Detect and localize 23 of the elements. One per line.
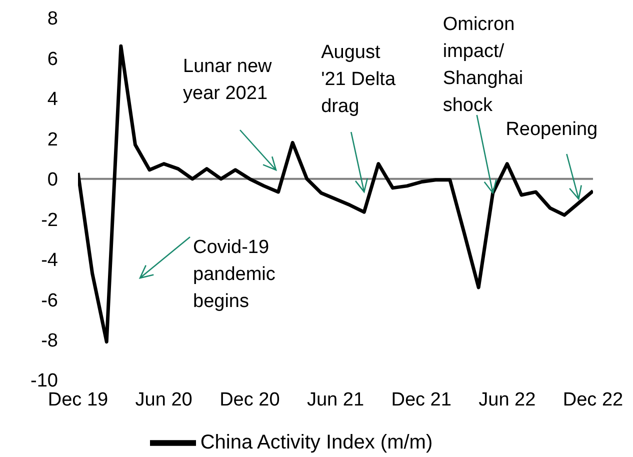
y-tick-label: -4 — [41, 250, 58, 272]
x-tick-label: Jun 20 — [135, 389, 192, 410]
annotation: Omicron impact/ Shanghai shock — [442, 14, 524, 116]
y-tick-label: 6 — [47, 48, 58, 70]
legend-label: China Activity Index (m/m) — [200, 431, 433, 454]
x-tick-label: Jun 22 — [478, 389, 536, 410]
y-tick-label: 8 — [47, 8, 58, 30]
y-tick-label: 2 — [47, 129, 58, 150]
x-tick-label: Jun 21 — [306, 389, 364, 410]
annotation: August '21 Delta drag — [321, 42, 396, 117]
x-tick-label: Dec 21 — [391, 389, 452, 410]
x-tick-label: Dec 19 — [48, 389, 108, 410]
y-tick-label: 0 — [47, 170, 58, 191]
y-tick-label: -10 — [30, 370, 58, 392]
annotation: Reopening — [506, 119, 598, 140]
y-tick-label: -2 — [41, 210, 58, 231]
x-tick-label: Dec 20 — [220, 389, 280, 410]
annotation: Lunar new year 2021 — [183, 56, 272, 104]
y-tick-label: -8 — [41, 330, 58, 352]
x-tick-label: Dec 22 — [562, 389, 624, 410]
y-tick-label: 4 — [47, 89, 58, 110]
annotation: Covid-19 pandemic begins — [193, 237, 276, 312]
y-tick-label: -6 — [41, 290, 58, 312]
